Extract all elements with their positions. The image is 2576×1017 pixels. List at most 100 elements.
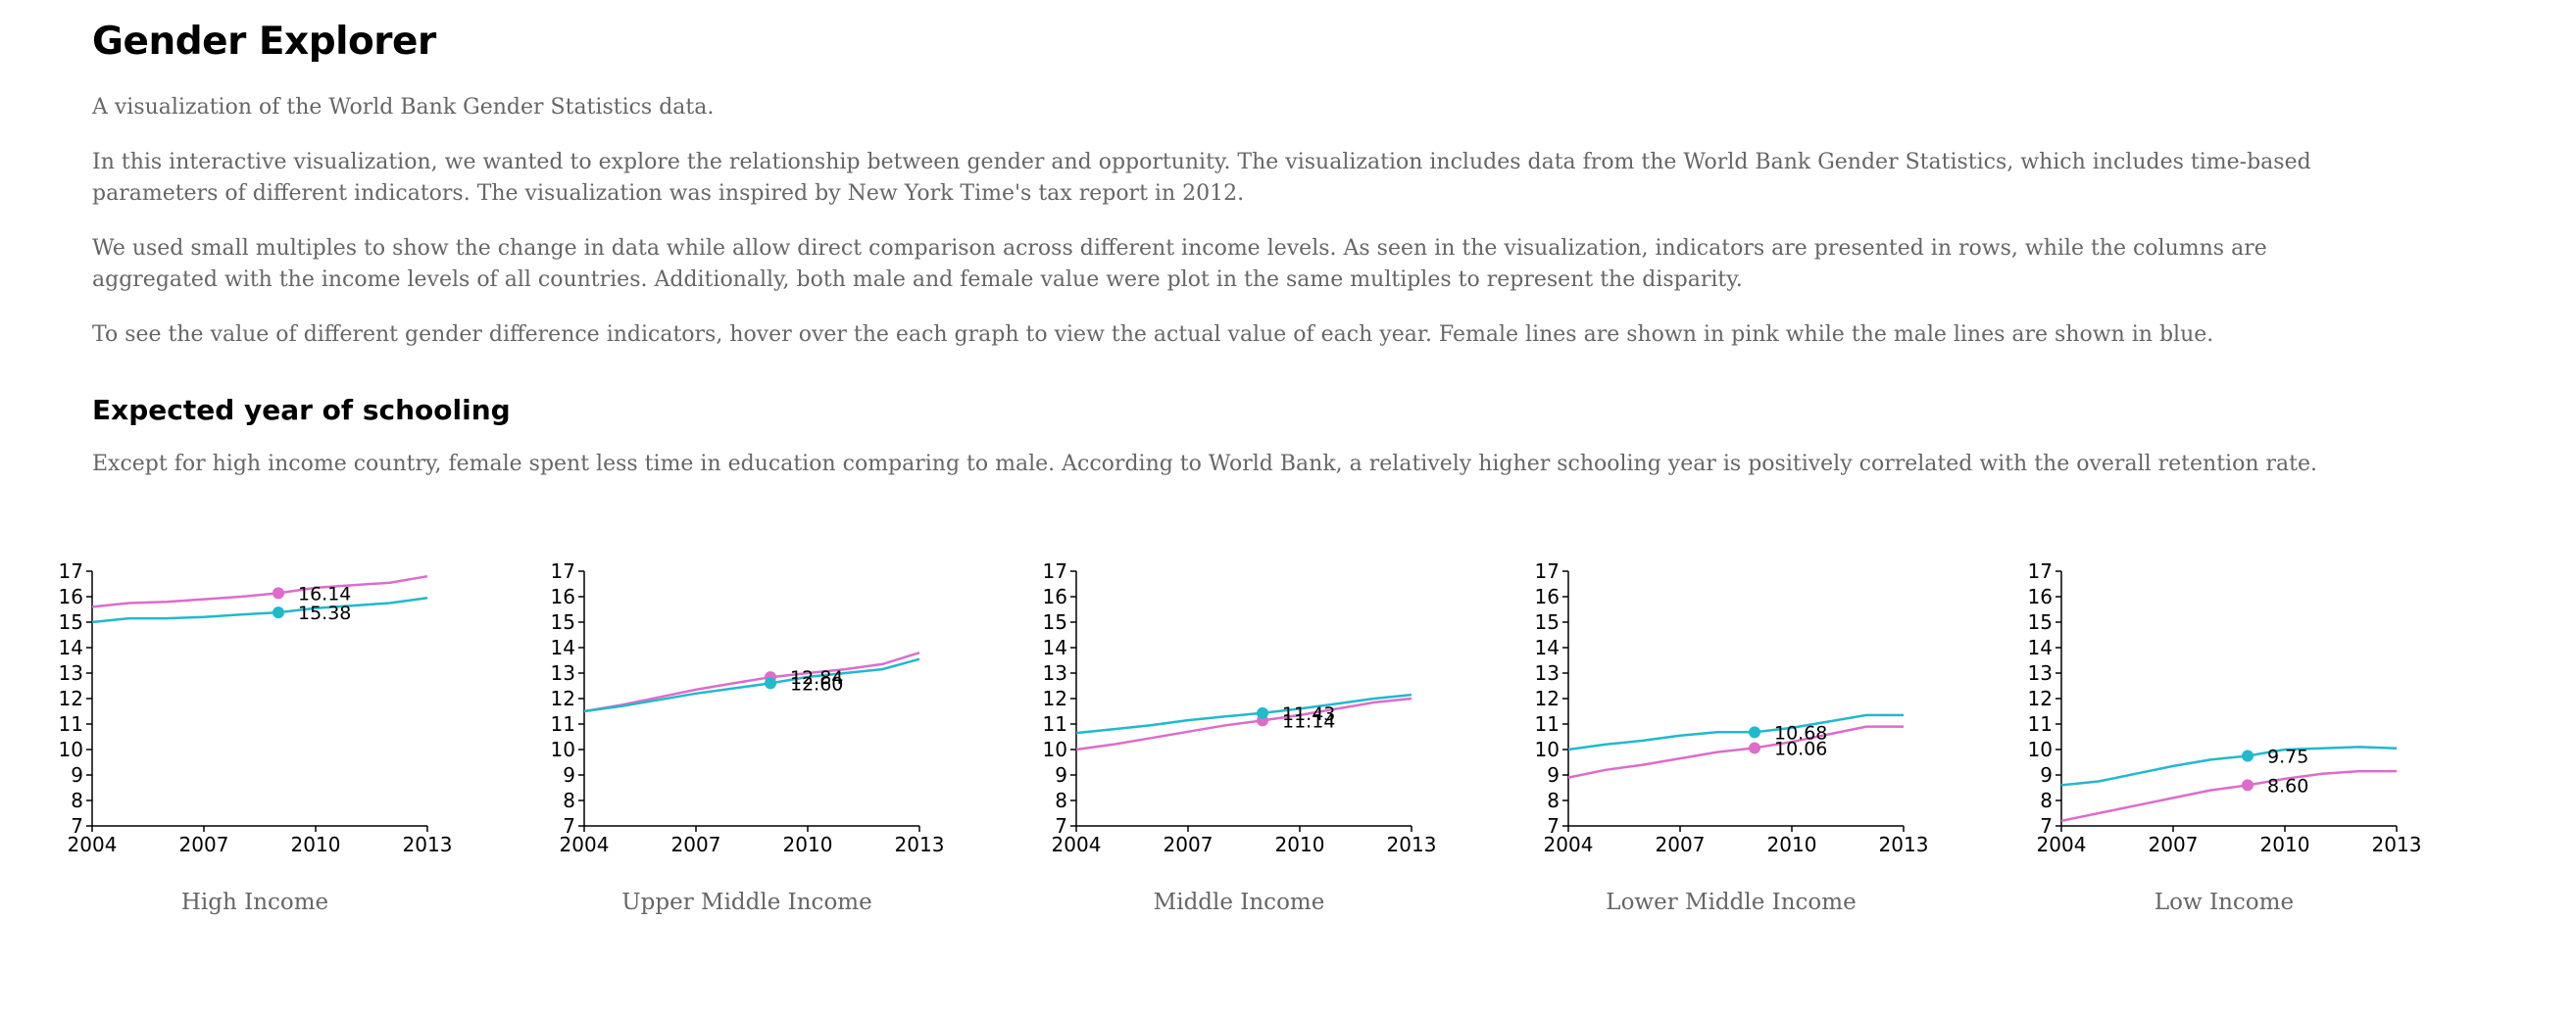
y-tick-label: 10 [1043, 738, 1067, 761]
male-hover-point [2242, 750, 2254, 762]
income-group-label: Low Income [2155, 890, 2294, 915]
male-line [91, 597, 428, 624]
y-tick-label: 10 [59, 738, 83, 761]
section-description: Except for high income country, female s… [92, 452, 2317, 476]
y-tick-label: 17 [2028, 559, 2053, 583]
y-tick-label: 13 [59, 661, 83, 685]
y-tick-label: 15 [1535, 610, 1560, 634]
income-group-label: Upper Middle Income [621, 890, 871, 915]
male-line [1075, 693, 1412, 735]
male-hover-point [1749, 726, 1760, 739]
y-tick-label: 14 [551, 636, 575, 659]
y-tick-label: 17 [551, 559, 575, 583]
x-tick-label: 2013 [403, 833, 453, 856]
income-group-label: Lower Middle Income [1606, 890, 1856, 915]
y-tick-label: 11 [1535, 712, 1560, 736]
x-tick-label: 2010 [291, 833, 341, 856]
x-tick-label: 2013 [895, 833, 945, 856]
y-tick-label: 12 [1043, 687, 1067, 710]
y-tick-label: 9 [1055, 763, 1067, 787]
x-tick-label: 2013 [1387, 833, 1437, 856]
y-tick-label: 17 [1535, 559, 1560, 583]
y-tick-label: 13 [2028, 661, 2053, 685]
y-tick-label: 10 [2028, 738, 2053, 761]
income-group-label: High Income [181, 890, 328, 915]
x-tick-label: 2004 [560, 833, 610, 856]
y-tick-label: 13 [551, 661, 575, 685]
y-tick-label: 14 [1043, 636, 1067, 659]
x-tick-label: 2013 [1879, 833, 1929, 856]
y-tick-label: 11 [551, 712, 575, 736]
y-tick-label: 15 [551, 610, 575, 634]
y-tick-label: 11 [2028, 712, 2053, 736]
y-tick-label: 12 [2028, 687, 2053, 710]
section-title: Expected year of schooling [92, 394, 511, 426]
female-value-label: 16.14 [298, 583, 351, 605]
female-line [2060, 769, 2397, 823]
male-line [2060, 746, 2398, 787]
y-tick-label: 7 [1055, 814, 1067, 838]
male-value-label: 11.43 [1282, 703, 1335, 725]
y-tick-label: 11 [1043, 712, 1067, 736]
male-value-label: 15.38 [298, 603, 351, 624]
female-value-label: 12.84 [790, 667, 843, 689]
x-tick-label: 2004 [1544, 833, 1594, 856]
female-value-label: 10.06 [1774, 738, 1827, 759]
female-line [1567, 725, 1904, 779]
y-tick-label: 8 [563, 789, 575, 812]
y-tick-label: 16 [2028, 585, 2053, 608]
y-tick-label: 14 [1535, 636, 1560, 659]
intro-paragraph-1: In this interactive visualization, we wa… [92, 150, 2311, 206]
y-tick-label: 15 [1043, 610, 1067, 634]
y-tick-label: 12 [1535, 687, 1560, 710]
male-line [1567, 713, 1904, 751]
male-value-label: 10.68 [1774, 722, 1827, 744]
x-tick-label: 2004 [2037, 833, 2087, 856]
y-tick-label: 15 [2028, 610, 2053, 634]
y-tick-label: 7 [71, 814, 83, 838]
y-tick-label: 14 [59, 636, 83, 659]
male-line [583, 657, 920, 713]
y-tick-label: 9 [2040, 763, 2053, 787]
male-value-label: 9.75 [2267, 747, 2308, 768]
y-tick-label: 9 [1547, 763, 1560, 787]
y-tick-label: 9 [71, 763, 83, 787]
male-hover-point [1257, 706, 1268, 719]
y-tick-label: 7 [2040, 814, 2053, 838]
female-hover-point [272, 587, 284, 600]
page-subtitle: A visualization of the World Bank Gender… [92, 95, 715, 120]
x-tick-label: 2010 [2260, 833, 2310, 856]
y-tick-label: 15 [59, 610, 83, 634]
x-tick-label: 2013 [2372, 833, 2422, 856]
y-tick-label: 13 [1043, 661, 1067, 685]
intro-paragraph-3: To see the value of different gender dif… [92, 322, 2214, 347]
x-tick-label: 2010 [1767, 833, 1817, 856]
y-tick-label: 16 [1535, 585, 1560, 608]
y-tick-label: 17 [59, 559, 83, 583]
intro-paragraph-2: We used small multiples to show the chan… [92, 236, 2267, 292]
y-tick-label: 10 [551, 738, 575, 761]
y-tick-label: 8 [1055, 789, 1067, 812]
y-tick-label: 8 [71, 789, 83, 812]
x-tick-label: 2004 [68, 833, 118, 856]
y-tick-label: 16 [59, 585, 83, 608]
y-tick-label: 8 [1547, 789, 1560, 812]
x-tick-label: 2010 [783, 833, 833, 856]
y-tick-label: 13 [1535, 661, 1560, 685]
x-tick-label: 2007 [671, 833, 721, 856]
y-tick-label: 12 [551, 687, 575, 710]
female-hover-point [2242, 779, 2254, 792]
y-tick-label: 16 [551, 585, 575, 608]
x-tick-label: 2007 [179, 833, 229, 856]
female-value-label: 11.14 [1282, 710, 1335, 732]
y-tick-label: 9 [563, 763, 575, 787]
female-line [583, 652, 920, 713]
y-tick-label: 17 [1043, 559, 1067, 583]
female-value-label: 8.60 [2267, 775, 2308, 797]
